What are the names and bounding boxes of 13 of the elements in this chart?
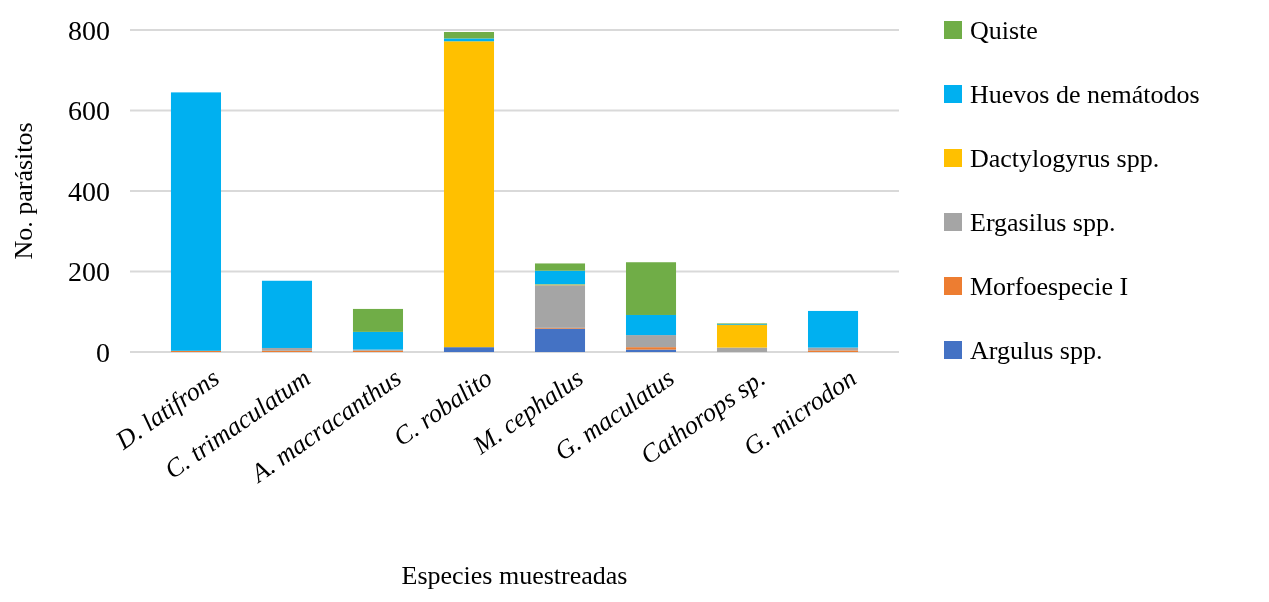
y-tick-label: 200 bbox=[68, 256, 110, 288]
legend-label: Ergasilus spp. bbox=[970, 208, 1116, 238]
y-tick-label: 0 bbox=[96, 336, 110, 368]
x-axis-title: Especies muestreadas bbox=[401, 561, 628, 590]
legend-label: Argulus spp. bbox=[970, 336, 1103, 366]
legend-label: Dactylogyrus spp. bbox=[970, 144, 1160, 174]
legend-label: Morfoespecie I bbox=[970, 272, 1129, 302]
y-tick-label: 800 bbox=[68, 14, 110, 46]
y-tick-label: 400 bbox=[68, 175, 110, 207]
legend-label: Huevos de nemátodos bbox=[970, 80, 1200, 110]
y-axis-title: No. parásitos bbox=[9, 122, 38, 260]
legend-label: Quiste bbox=[970, 16, 1038, 46]
y-tick-label: 600 bbox=[68, 95, 110, 127]
